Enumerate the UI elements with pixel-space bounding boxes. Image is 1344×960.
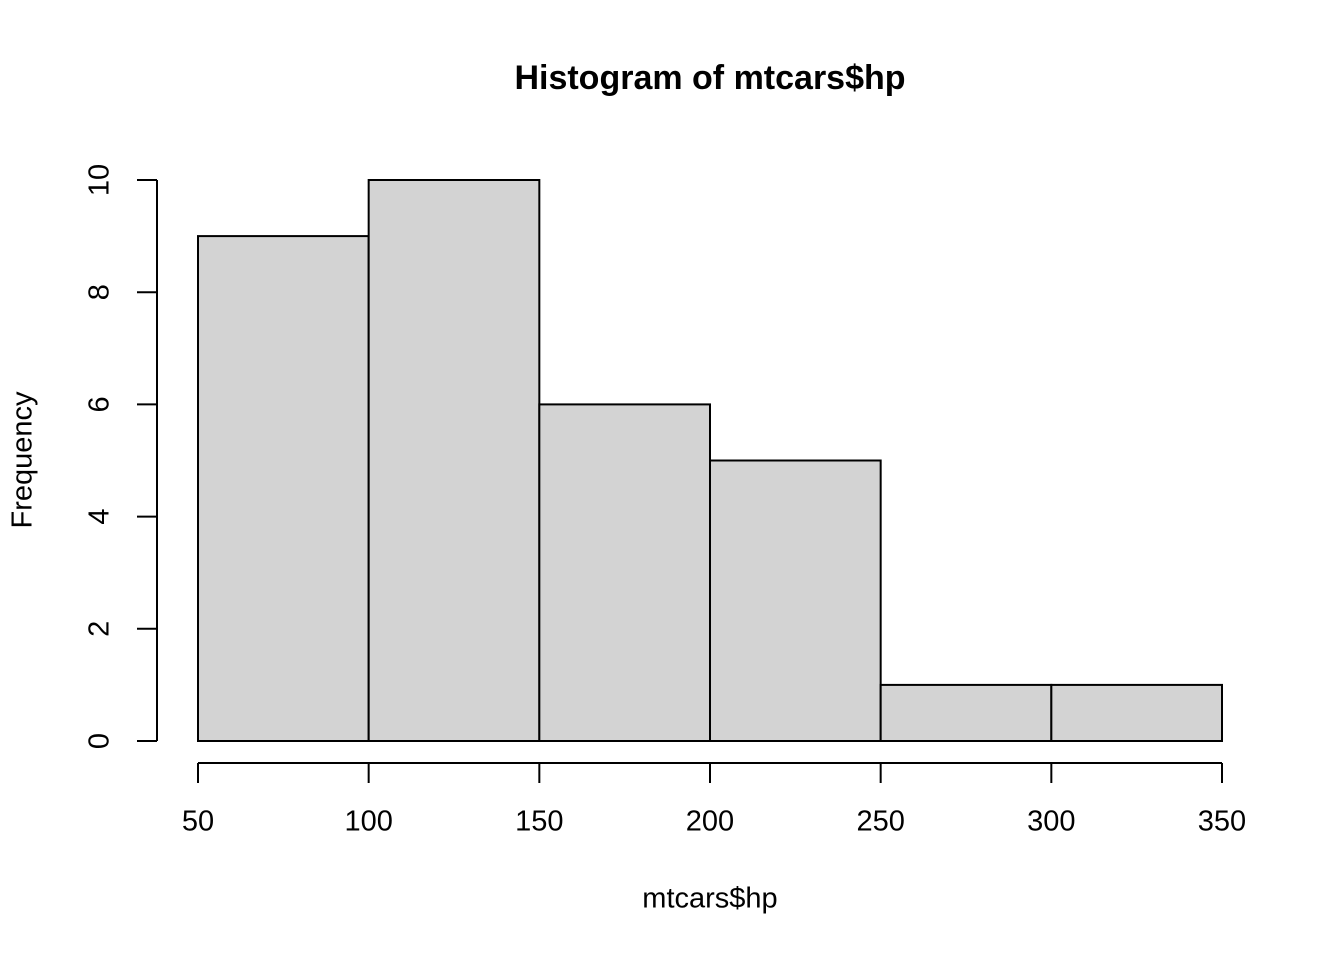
x-tick-label: 50 <box>182 806 214 838</box>
y-tick-label: 8 <box>84 284 116 300</box>
bar <box>197 235 370 742</box>
x-tick-label: 100 <box>344 806 392 838</box>
x-tick-label: 350 <box>1198 806 1246 838</box>
bar <box>538 403 711 742</box>
y-tick-label: 0 <box>84 733 116 749</box>
chart-title: Histogram of mtcars$hp <box>514 59 905 97</box>
bar <box>709 459 882 742</box>
bar <box>367 179 541 742</box>
y-tick-label: 4 <box>84 509 116 525</box>
x-tick-label: 300 <box>1027 806 1075 838</box>
y-tick-label: 10 <box>84 164 116 196</box>
y-tick-label: 2 <box>84 621 116 637</box>
y-tick-label: 6 <box>84 396 116 412</box>
y-axis-label: Frequency <box>7 391 39 529</box>
x-tick-label: 250 <box>856 806 904 838</box>
bar <box>1050 683 1224 743</box>
x-tick-label: 200 <box>686 806 734 838</box>
x-tick-label: 150 <box>515 806 563 838</box>
x-axis-label: mtcars$hp <box>642 883 777 915</box>
bar <box>879 683 1053 743</box>
